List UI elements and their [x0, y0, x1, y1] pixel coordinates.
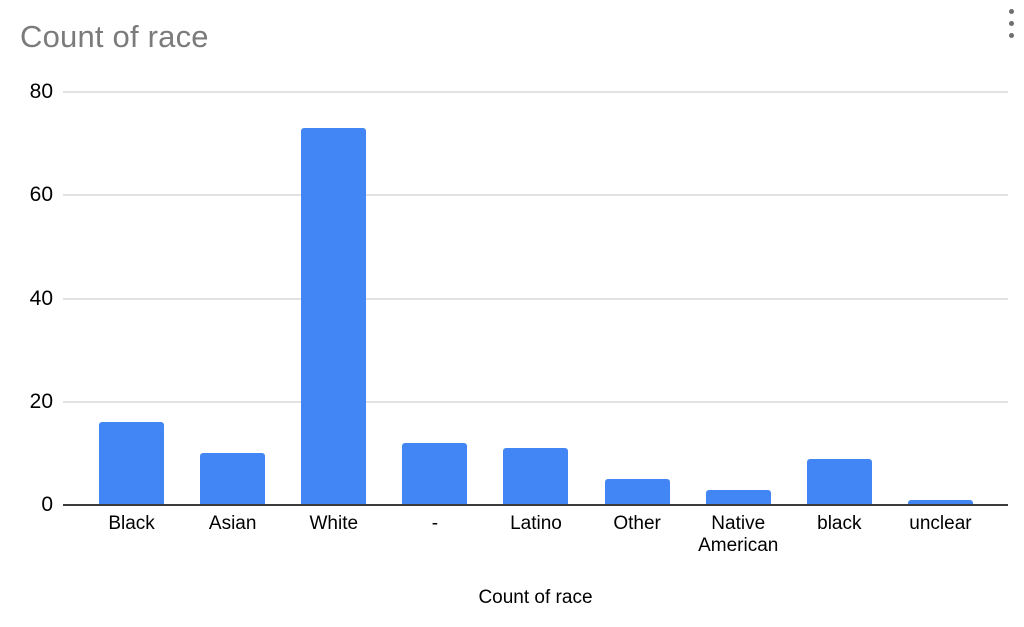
y-tick-label: 40 — [29, 286, 53, 310]
bars-container — [81, 92, 991, 505]
y-tick-label: 80 — [29, 80, 53, 103]
bar[interactable] — [301, 128, 367, 505]
bar[interactable] — [907, 499, 973, 505]
kebab-dot — [1009, 33, 1014, 38]
bar[interactable] — [503, 448, 569, 505]
bar[interactable] — [604, 479, 670, 505]
kebab-dot — [1009, 21, 1014, 26]
bar-slot — [384, 92, 485, 505]
kebab-menu-icon[interactable] — [1007, 7, 1017, 40]
gridline — [63, 400, 1008, 403]
x-tick-label: black — [817, 513, 862, 534]
x-axis-title: Count of race — [478, 587, 593, 608]
bar-slot — [587, 92, 688, 505]
bar-slot — [688, 92, 789, 505]
plot-area — [63, 91, 1008, 506]
x-tick-label: - — [431, 513, 439, 534]
x-tick-label: Latino — [510, 513, 562, 534]
bar-slot — [485, 92, 586, 505]
x-axis-baseline — [63, 504, 1008, 506]
bar-slot — [81, 92, 182, 505]
chart-title: Count of race — [20, 19, 209, 54]
bar[interactable] — [200, 453, 266, 505]
y-tick-label: 0 — [41, 493, 53, 516]
x-tick-label: Other — [613, 513, 661, 534]
bar-slot — [283, 92, 384, 505]
y-tick-label: 60 — [29, 183, 53, 207]
x-tick-label: White — [309, 513, 359, 534]
x-axis: Black Asian White - Latino Other Native Americ… — [63, 513, 1008, 557]
gridline — [63, 194, 1008, 197]
x-tick-label: unclear — [909, 513, 972, 534]
x-tick-label: Native American — [698, 513, 779, 556]
bar[interactable] — [99, 422, 165, 505]
bar-slot — [890, 92, 991, 505]
y-axis: 0 20 40 60 80 — [0, 80, 53, 516]
bar[interactable] — [806, 458, 872, 505]
bar[interactable] — [402, 443, 468, 505]
gridline — [63, 91, 1008, 93]
bar-slot — [182, 92, 283, 505]
bar[interactable] — [705, 489, 771, 505]
x-tick-label: Black — [108, 513, 155, 534]
y-tick-label: 20 — [29, 389, 53, 413]
gridline — [63, 297, 1008, 300]
x-tick-label: Asian — [208, 513, 257, 534]
kebab-dot — [1009, 9, 1014, 14]
bar-slot — [789, 92, 890, 505]
